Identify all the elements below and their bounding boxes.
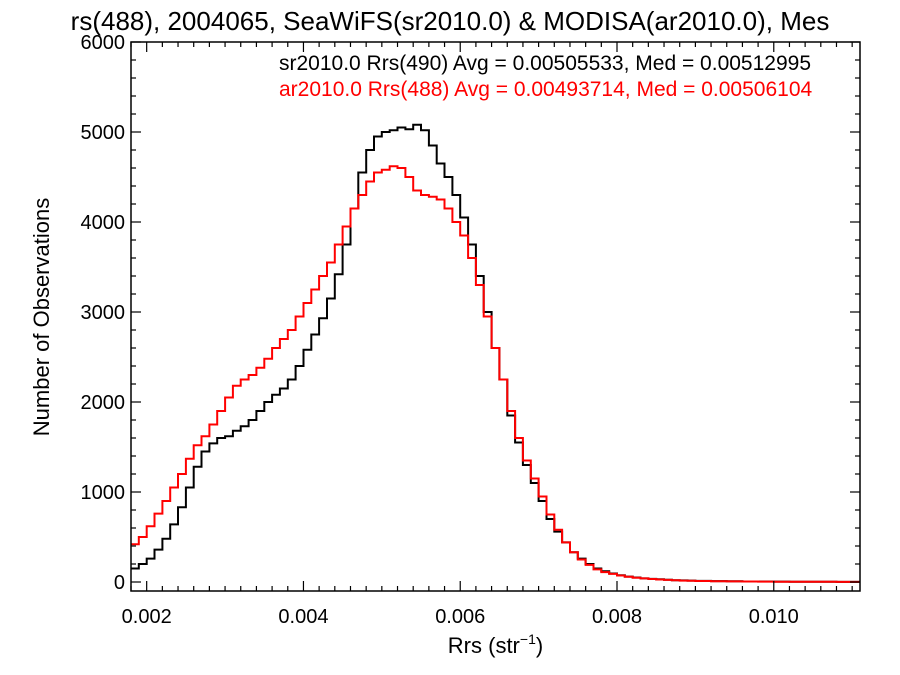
y-tick-label-6: 6000 — [81, 32, 126, 54]
y-axis-title: Number of Observations — [29, 198, 54, 436]
x-tick-label-4: 0.010 — [749, 606, 799, 628]
x-tick-label-3: 0.008 — [592, 606, 642, 628]
legend-entry-2: ar2010.0 Rrs(488) Avg = 0.00493714, Med … — [279, 78, 813, 101]
y-tick-label-5: 5000 — [81, 122, 126, 144]
axis-ticks: 0.002 0.004 0.006 0.008 0.010 0 1000 2000 3000 40… — [81, 32, 860, 628]
x-tick-label-0: 0.002 — [122, 606, 172, 628]
chart-title: rs(488), 2004065, SeaWiFS(sr2010.0) & MO… — [71, 6, 830, 36]
plot-series-group — [131, 123, 860, 583]
series-line-1 — [131, 123, 860, 583]
legend: sr2010.0 Rrs(490) Avg = 0.00505533, Med … — [279, 52, 813, 101]
plot-frame — [130, 41, 861, 592]
y-tick-label-1: 1000 — [81, 482, 126, 504]
x-axis-title-end: ) — [536, 633, 543, 658]
series-line-2 — [131, 165, 860, 583]
y-tick-label-3: 3000 — [81, 302, 126, 324]
x-tick-label-2: 0.006 — [435, 606, 485, 628]
y-tick-label-2: 2000 — [81, 392, 126, 414]
legend-entry-1: sr2010.0 Rrs(490) Avg = 0.00505533, Med … — [279, 52, 811, 75]
y-tick-label-0: 0 — [114, 572, 125, 594]
y-tick-label-4: 4000 — [81, 212, 126, 234]
x-tick-label-1: 0.004 — [278, 606, 328, 628]
x-axis-title: Rrs (str−1) — [448, 631, 543, 658]
x-axis-title-superscript: −1 — [520, 631, 536, 647]
x-axis-title-main: Rrs (str — [448, 633, 520, 658]
